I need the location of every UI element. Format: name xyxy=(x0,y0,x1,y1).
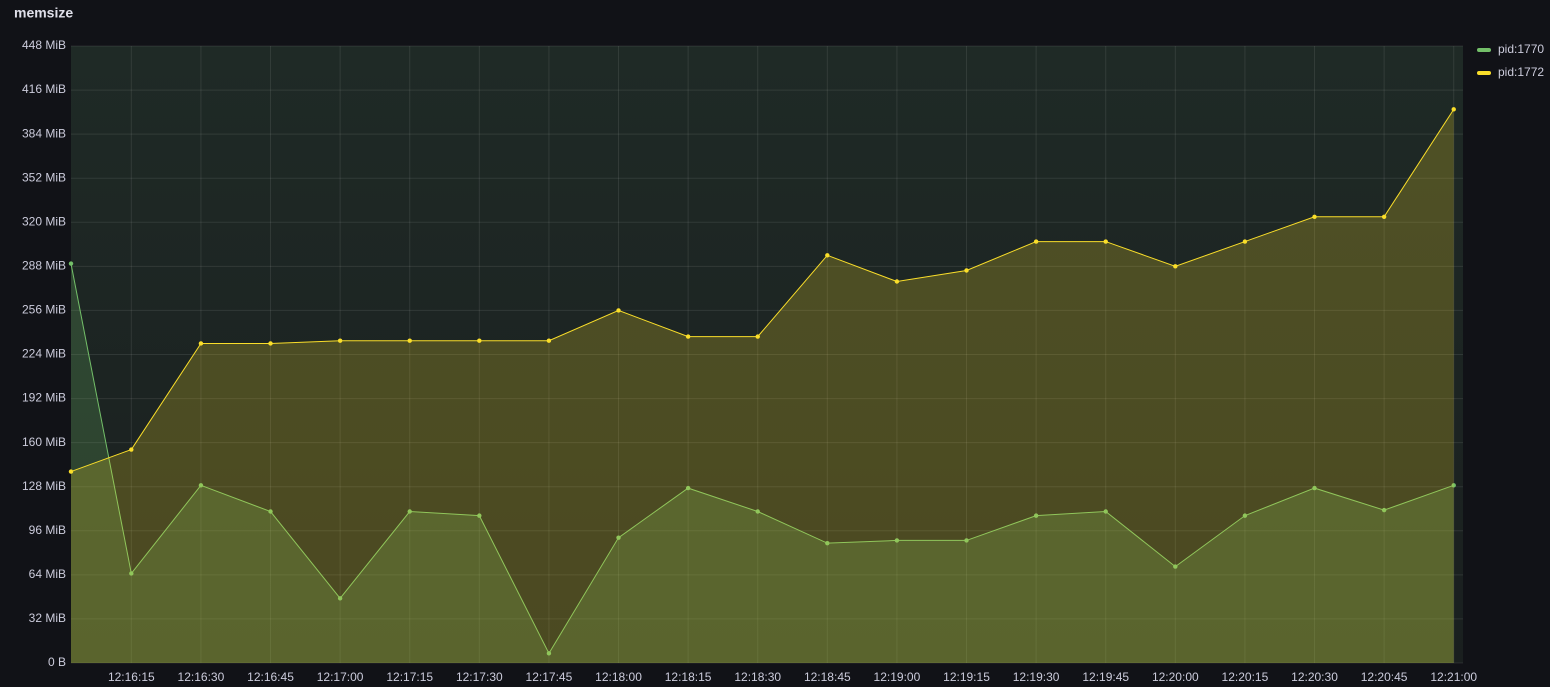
data-point xyxy=(546,338,552,343)
x-tick-label: 12:18:45 xyxy=(804,670,851,684)
x-tick-label: 12:19:45 xyxy=(1082,670,1129,684)
data-point xyxy=(616,308,621,313)
x-tick-label: 12:20:30 xyxy=(1291,670,1338,684)
y-tick-label: 256 MiB xyxy=(22,303,66,317)
x-tick-label: 12:16:45 xyxy=(247,670,294,684)
area-fill xyxy=(71,263,1454,663)
plot-area xyxy=(71,46,1463,663)
y-tick-label: 352 MiB xyxy=(22,170,66,184)
panel-title: memsize xyxy=(14,5,73,21)
x-tick-label: 12:20:15 xyxy=(1222,670,1269,684)
data-point xyxy=(68,469,74,474)
data-point xyxy=(1242,239,1248,244)
data-point xyxy=(1173,564,1178,569)
data-point xyxy=(894,279,900,284)
y-tick-label: 288 MiB xyxy=(22,259,66,273)
data-point xyxy=(546,651,552,656)
data-point xyxy=(1381,214,1387,219)
data-point xyxy=(1451,107,1456,112)
y-tick-label: 416 MiB xyxy=(22,82,66,96)
y-tick-label: 64 MiB xyxy=(29,567,66,581)
data-point xyxy=(198,483,204,488)
data-point xyxy=(616,535,621,540)
x-tick-label: 12:18:00 xyxy=(595,670,642,684)
legend-label[interactable]: pid:1770 xyxy=(1498,42,1544,56)
data-point xyxy=(129,447,134,452)
data-point xyxy=(1312,214,1317,219)
data-point xyxy=(407,509,412,514)
y-tick-label: 160 MiB xyxy=(22,435,66,449)
data-point xyxy=(964,268,969,273)
x-tick-label: 12:16:15 xyxy=(108,670,155,684)
x-tick-label: 12:19:00 xyxy=(874,670,921,684)
x-tick-label: 12:19:30 xyxy=(1013,670,1060,684)
y-tick-label: 192 MiB xyxy=(22,391,66,405)
x-tick-label: 12:17:15 xyxy=(386,670,433,684)
data-point xyxy=(1451,483,1456,488)
data-point xyxy=(1033,513,1039,518)
data-point xyxy=(1312,485,1317,491)
y-tick-label: 128 MiB xyxy=(22,479,66,493)
x-tick-label: 12:19:15 xyxy=(943,670,990,684)
x-tick-label: 12:17:00 xyxy=(317,670,364,684)
y-tick-label: 0 B xyxy=(48,655,66,669)
x-tick-label: 12:18:30 xyxy=(734,670,781,684)
x-tick-label: 12:20:00 xyxy=(1152,670,1199,684)
data-point xyxy=(1033,239,1039,244)
data-point xyxy=(755,509,760,514)
data-point xyxy=(129,571,134,576)
data-point xyxy=(198,341,204,346)
data-point xyxy=(964,538,969,543)
data-point xyxy=(337,338,343,343)
area-fill xyxy=(71,109,1454,664)
data-point xyxy=(894,538,900,543)
x-tick-label: 12:17:45 xyxy=(526,670,573,684)
data-point xyxy=(755,334,760,339)
data-point xyxy=(337,596,343,601)
y-tick-label: 384 MiB xyxy=(22,126,66,140)
data-point xyxy=(685,334,691,339)
x-tick-label: 12:16:30 xyxy=(178,670,225,684)
y-tick-label: 96 MiB xyxy=(29,523,66,537)
legend-label[interactable]: pid:1772 xyxy=(1498,65,1544,79)
data-point xyxy=(477,513,482,518)
data-point xyxy=(268,341,273,346)
data-point xyxy=(1381,507,1387,513)
legend-swatch xyxy=(1477,48,1491,52)
y-tick-label: 224 MiB xyxy=(22,347,66,361)
x-tick-label: 12:21:00 xyxy=(1430,670,1477,684)
data-point xyxy=(1173,264,1178,269)
y-tick-label: 448 MiB xyxy=(22,38,66,52)
data-point xyxy=(685,485,691,491)
x-tick-label: 12:17:30 xyxy=(456,670,503,684)
x-tick-label: 12:20:45 xyxy=(1361,670,1408,684)
y-tick-label: 320 MiB xyxy=(22,214,66,228)
legend-swatch xyxy=(1477,71,1491,75)
data-point xyxy=(477,338,482,343)
data-point xyxy=(68,261,74,266)
x-tick-label: 12:18:15 xyxy=(665,670,712,684)
data-point xyxy=(1103,239,1108,244)
data-point xyxy=(1103,509,1108,514)
data-point xyxy=(268,509,273,514)
data-point xyxy=(1242,513,1248,518)
y-tick-label: 32 MiB xyxy=(29,611,66,625)
data-point xyxy=(825,253,830,258)
data-point xyxy=(407,338,412,343)
data-point xyxy=(825,540,830,546)
